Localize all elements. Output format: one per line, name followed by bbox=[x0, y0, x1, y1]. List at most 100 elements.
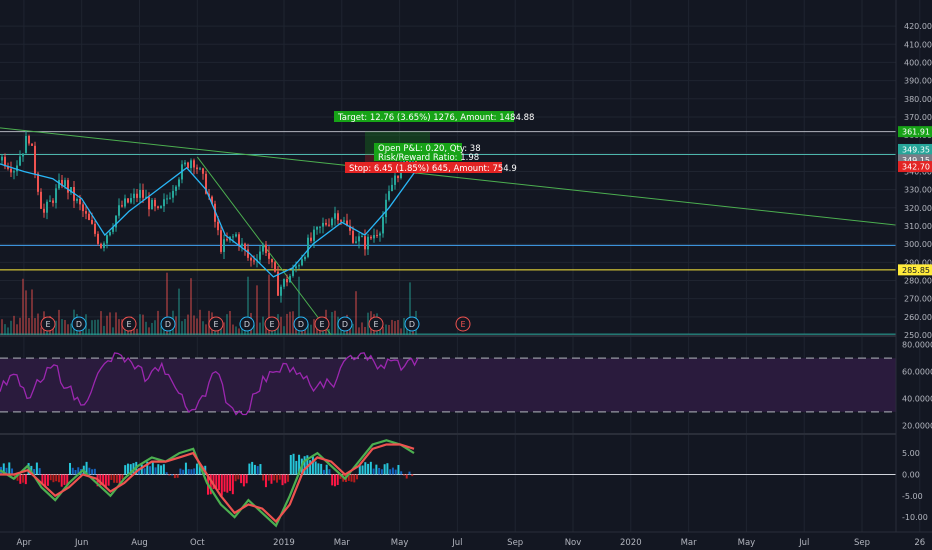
candle-body[interactable] bbox=[346, 220, 348, 226]
dividend-marker[interactable] bbox=[160, 316, 176, 332]
candle-body[interactable] bbox=[280, 286, 282, 296]
candle-body[interactable] bbox=[46, 201, 48, 213]
candle-body[interactable] bbox=[55, 188, 57, 203]
candle-body[interactable] bbox=[328, 224, 330, 226]
candle-body[interactable] bbox=[313, 229, 315, 241]
candle-body[interactable] bbox=[82, 204, 84, 212]
candle-body[interactable] bbox=[205, 173, 207, 194]
candle-body[interactable] bbox=[226, 239, 228, 241]
dividend-marker[interactable] bbox=[71, 316, 87, 332]
candle-body[interactable] bbox=[112, 227, 114, 232]
candle-body[interactable] bbox=[97, 233, 99, 244]
candle-body[interactable] bbox=[103, 243, 105, 248]
candle-body[interactable] bbox=[370, 236, 372, 239]
candle-body[interactable] bbox=[265, 244, 267, 254]
candle-body[interactable] bbox=[196, 167, 198, 170]
candle-body[interactable] bbox=[133, 193, 135, 199]
candle-body[interactable] bbox=[283, 279, 285, 287]
candle-body[interactable] bbox=[385, 199, 387, 218]
candle-body[interactable] bbox=[223, 239, 225, 252]
long-trend-line[interactable] bbox=[0, 127, 897, 226]
candle-body[interactable] bbox=[76, 198, 78, 201]
candle-body[interactable] bbox=[247, 249, 249, 258]
candle-body[interactable] bbox=[289, 275, 291, 283]
candle-body[interactable] bbox=[148, 196, 150, 210]
candle-body[interactable] bbox=[298, 265, 300, 267]
candle-body[interactable] bbox=[211, 196, 213, 204]
candle-body[interactable] bbox=[391, 184, 393, 192]
rsi-line[interactable] bbox=[0, 352, 419, 416]
earnings-marker[interactable] bbox=[264, 316, 280, 332]
candle-body[interactable] bbox=[184, 162, 186, 165]
candle-body[interactable] bbox=[88, 213, 90, 220]
candle-body[interactable] bbox=[253, 260, 255, 262]
candle-body[interactable] bbox=[295, 266, 297, 269]
candle-body[interactable] bbox=[64, 180, 66, 187]
candle-body[interactable] bbox=[412, 160, 414, 162]
candle-body[interactable] bbox=[34, 145, 36, 174]
candle-body[interactable] bbox=[271, 258, 273, 263]
candle-body[interactable] bbox=[358, 236, 360, 242]
candle-body[interactable] bbox=[337, 213, 339, 221]
candle-body[interactable] bbox=[166, 198, 168, 200]
candle-body[interactable] bbox=[163, 199, 165, 207]
candle-body[interactable] bbox=[145, 196, 147, 198]
candle-body[interactable] bbox=[355, 241, 357, 243]
candle-body[interactable] bbox=[202, 168, 204, 174]
candle-body[interactable] bbox=[388, 191, 390, 200]
candle-body[interactable] bbox=[139, 189, 141, 198]
candle-body[interactable] bbox=[268, 253, 270, 259]
candle-body[interactable] bbox=[376, 235, 378, 237]
candle-body[interactable] bbox=[304, 256, 306, 260]
candle-body[interactable] bbox=[19, 156, 21, 166]
candle-body[interactable] bbox=[91, 219, 93, 224]
candle-body[interactable] bbox=[319, 226, 321, 228]
candle-body[interactable] bbox=[124, 198, 126, 207]
candle-body[interactable] bbox=[322, 222, 324, 227]
candle-body[interactable] bbox=[172, 190, 174, 198]
candle-body[interactable] bbox=[259, 251, 261, 260]
candle-body[interactable] bbox=[121, 205, 123, 207]
candle-body[interactable] bbox=[367, 236, 369, 250]
candle-body[interactable] bbox=[22, 153, 24, 157]
macd-line[interactable] bbox=[0, 439, 415, 528]
candle-body[interactable] bbox=[136, 193, 138, 198]
candle-body[interactable] bbox=[94, 223, 96, 234]
candle-body[interactable] bbox=[220, 230, 222, 252]
steep-trend-line[interactable] bbox=[196, 156, 332, 336]
candle-body[interactable] bbox=[13, 171, 15, 173]
candle-body[interactable] bbox=[235, 234, 237, 237]
candle-body[interactable] bbox=[277, 271, 279, 296]
open-pl-box[interactable] bbox=[374, 143, 462, 161]
candle-body[interactable] bbox=[16, 165, 18, 172]
macd-signal-line[interactable] bbox=[0, 443, 415, 524]
target-label-box[interactable] bbox=[334, 111, 514, 122]
candle-body[interactable] bbox=[190, 160, 192, 169]
candle-body[interactable] bbox=[325, 222, 327, 225]
candle-body[interactable] bbox=[58, 179, 60, 189]
earnings-marker[interactable] bbox=[368, 316, 384, 332]
candle-body[interactable] bbox=[340, 220, 342, 222]
candle-body[interactable] bbox=[100, 243, 102, 248]
candle-body[interactable] bbox=[157, 206, 159, 209]
candle-body[interactable] bbox=[364, 236, 366, 250]
candle-body[interactable] bbox=[115, 215, 117, 228]
rsi-panel[interactable] bbox=[0, 335, 896, 416]
candle-body[interactable] bbox=[151, 199, 153, 210]
candle-body[interactable] bbox=[43, 208, 45, 213]
candle-body[interactable] bbox=[28, 135, 30, 144]
candle-body[interactable] bbox=[142, 189, 144, 198]
candle-body[interactable] bbox=[178, 179, 180, 187]
candle-body[interactable] bbox=[238, 234, 240, 247]
candle-body[interactable] bbox=[292, 268, 294, 276]
candle-body[interactable] bbox=[214, 203, 216, 222]
earnings-marker[interactable] bbox=[314, 316, 330, 332]
candle-body[interactable] bbox=[349, 225, 351, 231]
candle-body[interactable] bbox=[394, 175, 396, 185]
candle-body[interactable] bbox=[193, 160, 195, 168]
candle-body[interactable] bbox=[169, 197, 171, 199]
candle-body[interactable] bbox=[352, 230, 354, 243]
position-boxes[interactable]: Target: 12.76 (3.65%) 1276, Amount: 1484… bbox=[334, 111, 534, 174]
